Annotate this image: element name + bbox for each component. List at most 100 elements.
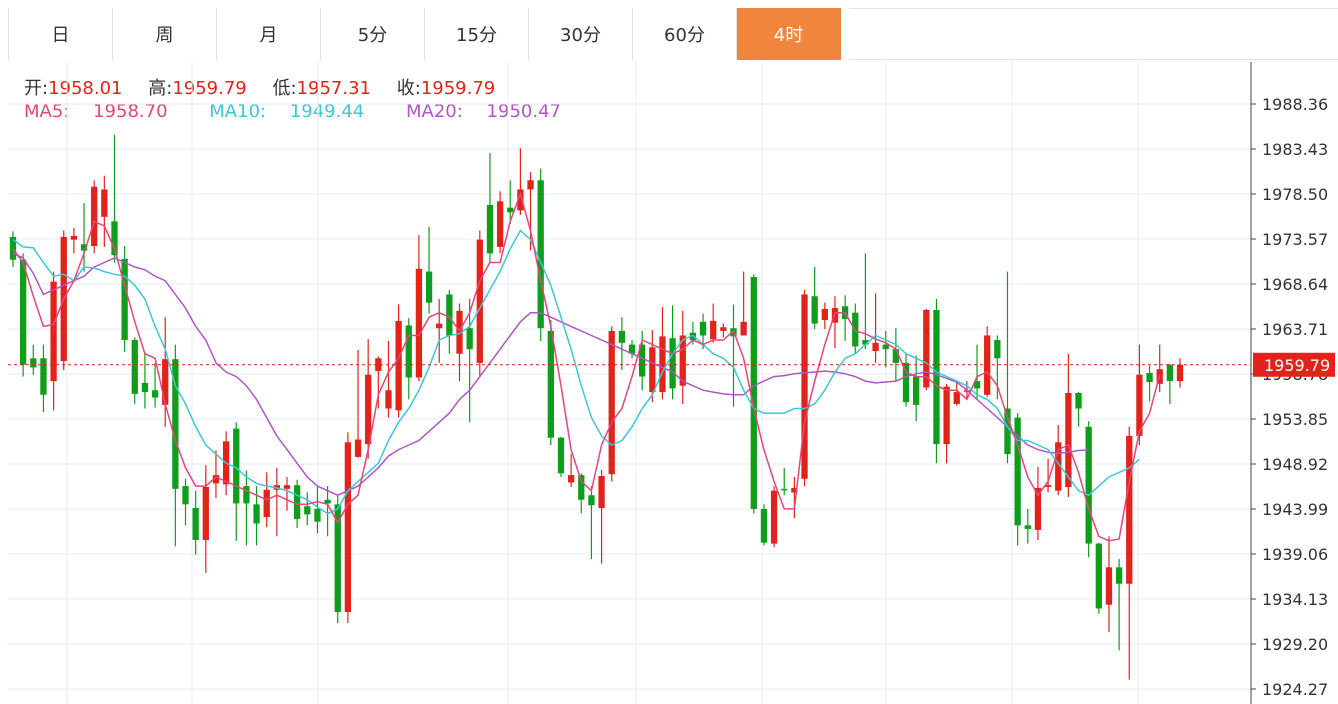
candle-body	[283, 485, 291, 489]
candle-body	[507, 207, 514, 213]
candle-body	[344, 442, 352, 613]
y-tick-label: 1924.27	[1262, 680, 1328, 699]
ma20-line	[12, 252, 1089, 497]
candle-body	[943, 386, 950, 445]
candle-body	[1146, 372, 1153, 383]
candle-body	[547, 330, 554, 438]
period-tabs: 日周月 5分 15分 30分 60分 4时	[8, 8, 841, 60]
ma20-readout: MA20: 1950.47	[406, 101, 579, 122]
y-tick-label: 1963.71	[1262, 320, 1328, 339]
ma10-line	[12, 229, 1140, 515]
tab-6[interactable]: 60分	[633, 8, 737, 60]
candle-body	[994, 340, 1001, 359]
candle-body	[1065, 392, 1072, 488]
candle-body	[40, 358, 47, 395]
candle-body	[202, 487, 209, 540]
candle-body	[1044, 485, 1052, 488]
candle-body	[578, 475, 585, 500]
tabs-bar-filler	[849, 8, 1338, 60]
candle-body	[446, 294, 453, 336]
candle-body	[892, 349, 900, 363]
candle-body	[172, 359, 179, 489]
candle-body	[1115, 567, 1123, 584]
candle-body	[405, 325, 412, 378]
tab-5[interactable]: 30分	[529, 8, 633, 60]
y-tick-label: 1973.57	[1262, 230, 1328, 249]
y-tick-label: 1953.85	[1262, 410, 1328, 429]
candle-body	[740, 321, 747, 336]
candle-body	[1055, 442, 1062, 491]
tab-0[interactable]: 日	[9, 8, 113, 60]
candle-body	[649, 347, 656, 393]
last-price-label: 1959.79	[1264, 356, 1330, 375]
candle-body	[1176, 364, 1184, 382]
candle-body	[20, 259, 27, 365]
candle-body	[933, 309, 940, 445]
candle-body	[395, 320, 402, 411]
candle-body	[1024, 525, 1031, 529]
ma5-readout: MA5: 1958.70	[24, 101, 186, 122]
ma5-value: 1958.70	[93, 101, 168, 122]
y-tick-label: 1948.92	[1262, 455, 1328, 474]
candle-body	[70, 235, 78, 240]
candle-body	[699, 321, 707, 336]
tab-1[interactable]: 周	[113, 8, 217, 60]
candle-body	[1034, 487, 1042, 530]
candle-body	[212, 475, 220, 484]
candle-body	[263, 489, 270, 518]
last-price-tag	[1253, 352, 1335, 377]
candle-body	[801, 294, 808, 479]
candle-body	[253, 504, 260, 524]
y-tick-label: 1939.06	[1262, 545, 1328, 564]
candle-body	[233, 428, 240, 504]
y-tick-label: 1929.20	[1262, 635, 1328, 654]
candle-body	[324, 499, 331, 504]
candle-body	[486, 204, 494, 254]
candle-body	[151, 390, 159, 398]
y-tick-label: 1978.50	[1262, 185, 1328, 204]
candle-body	[781, 488, 788, 491]
candle-body	[923, 309, 930, 388]
candle-body	[913, 376, 920, 405]
y-tick-label: 1968.64	[1262, 275, 1328, 294]
candle-body	[720, 327, 727, 331]
candle-body	[111, 221, 118, 256]
candle-body	[9, 236, 17, 260]
ma5-label: MA5:	[24, 101, 70, 122]
candle-body	[973, 381, 981, 389]
candle-body	[304, 506, 311, 515]
tab-3[interactable]: 5分	[321, 8, 425, 60]
candle-body	[162, 359, 169, 405]
tab-4[interactable]: 15分	[425, 8, 529, 60]
candle-body	[598, 476, 605, 508]
candle-body	[760, 508, 768, 543]
candle-body	[80, 244, 88, 251]
ma10-value: 1949.44	[289, 101, 365, 122]
candle-body	[182, 486, 189, 505]
candle-body	[121, 258, 128, 341]
tab-2[interactable]: 月	[217, 8, 321, 60]
candle-body	[770, 490, 778, 544]
candle-body	[385, 390, 392, 409]
candle-body	[659, 336, 666, 393]
candle-body	[1095, 543, 1102, 609]
candle-body	[527, 180, 534, 190]
high-value: 1959.79	[172, 78, 247, 99]
candle-body	[466, 328, 473, 350]
candle-body	[1105, 567, 1113, 605]
candle-body	[639, 344, 646, 377]
candle-body	[50, 281, 57, 382]
candle-body	[791, 487, 798, 493]
tab-7[interactable]: 4时	[737, 8, 841, 60]
candle-body	[1004, 408, 1011, 455]
candle-body	[669, 338, 676, 389]
candle-body	[91, 186, 98, 247]
candle-body	[618, 330, 626, 343]
candle-body	[872, 342, 879, 351]
candle-body	[588, 495, 595, 506]
candle-body	[425, 271, 433, 303]
candle-body	[537, 180, 544, 329]
open-label: 开:	[24, 78, 49, 99]
candle-body	[375, 358, 382, 372]
candle-body	[476, 239, 483, 363]
